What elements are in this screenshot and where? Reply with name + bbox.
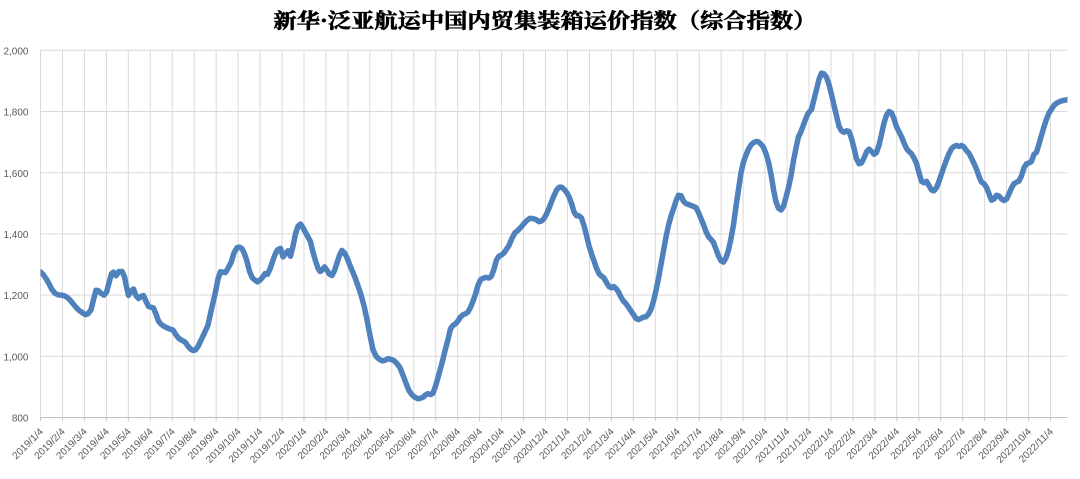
svg-text:1,600: 1,600 xyxy=(3,169,28,180)
svg-text:1,200: 1,200 xyxy=(3,291,28,302)
svg-text:1,000: 1,000 xyxy=(3,352,28,363)
svg-text:800: 800 xyxy=(12,414,29,425)
svg-text:1,800: 1,800 xyxy=(3,108,28,119)
svg-text:2,000: 2,000 xyxy=(3,46,28,57)
svg-text:1,400: 1,400 xyxy=(3,230,28,241)
